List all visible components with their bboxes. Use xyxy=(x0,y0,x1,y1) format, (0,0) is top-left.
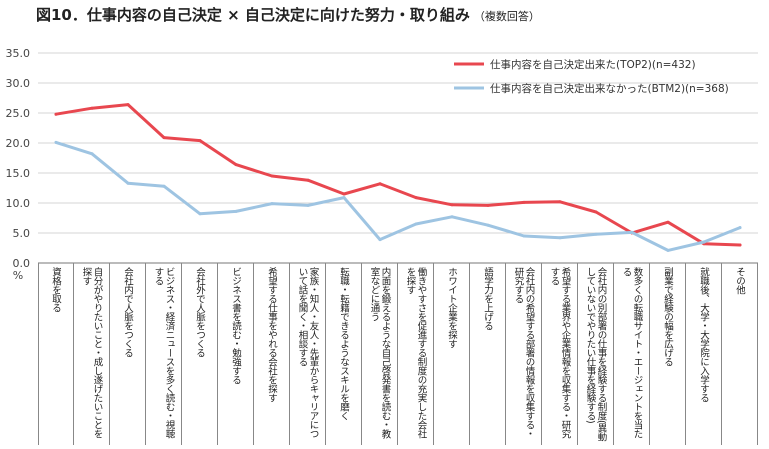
series-2-point xyxy=(522,234,526,238)
category-label: 会社内の希望する部署の情報を収集する・研究する xyxy=(512,267,535,438)
category-cell: 会社外で人脈をつくる xyxy=(182,263,218,445)
category-cell: ビジネス書を読む・勉強する xyxy=(218,263,254,445)
category-cell: その他 xyxy=(722,263,758,445)
category-cell: 転職・転籍できるようなスキルを磨く xyxy=(326,263,362,445)
series-2-point xyxy=(594,232,598,236)
series-1-point xyxy=(414,196,418,200)
series-2-point xyxy=(90,152,94,156)
chart-title-note: （複数回答） xyxy=(473,10,540,23)
category-label: 転職・転籍できるようなスキルを磨く xyxy=(338,267,349,420)
y-tick-label: 5.0 xyxy=(13,227,31,240)
series-2-point xyxy=(738,226,742,230)
category-cell-divider xyxy=(38,263,39,445)
series-2-point xyxy=(198,212,202,216)
category-label: ビジネス書を読む・勉強する xyxy=(230,267,241,384)
y-tick-label: 35.0 xyxy=(6,47,31,60)
category-label: その他 xyxy=(734,267,745,294)
series-1-point xyxy=(234,163,238,167)
y-tick-label: 20.0 xyxy=(6,137,31,150)
category-label: ビジネス・経済ニュースを多く読む・視聴する xyxy=(152,267,175,438)
series-1-point xyxy=(558,200,562,204)
series-2-point xyxy=(54,140,58,144)
category-cell: 就職後、大学・大学院に入学する xyxy=(686,263,722,445)
category-cell: 自分がやりたいこと・成し遂げたいことを探す xyxy=(74,263,110,445)
series-2-point xyxy=(342,196,346,200)
series-2-point xyxy=(450,215,454,219)
y-tick-label: 25.0 xyxy=(6,107,31,120)
series-1-point xyxy=(90,106,94,110)
series-2-point xyxy=(306,203,310,207)
category-cell: 会社内の別部署の仕事を経験する制度(異動していないでやりたい仕事を経験する) xyxy=(578,263,614,445)
category-cell: 語学力を上げる xyxy=(470,263,506,445)
series-1-point xyxy=(162,136,166,140)
series-1-point xyxy=(198,139,202,143)
category-label: 希望する業界や企業情報を収集する・研究する xyxy=(548,267,571,438)
y-tick-label: 10.0 xyxy=(6,197,31,210)
category-label: 資格を取る xyxy=(50,267,61,312)
category-cell: 働きやすさを促進する制度の充実した会社を探す xyxy=(398,263,434,445)
category-label: 家族・知人・友人・先輩からキャリアについて話を聞く・相談する xyxy=(296,267,319,438)
series-1-point xyxy=(306,178,310,182)
series-2-point xyxy=(486,223,490,227)
series-2-point xyxy=(702,240,706,244)
series-2-point xyxy=(414,222,418,226)
legend-label-2: 仕事内容を自己決定出来なかった(BTM2)(n=368) xyxy=(490,82,729,95)
category-label: 副業で経験の幅を広げる xyxy=(662,267,673,366)
series-line-1 xyxy=(54,103,742,247)
series-2-point xyxy=(126,181,130,185)
series-1-point xyxy=(594,210,598,214)
series-1-point xyxy=(126,103,130,107)
category-cell: 会社内の希望する部署の情報を収集する・研究する xyxy=(506,263,542,445)
series-1-point xyxy=(378,182,382,186)
category-label: 語学力を上げる xyxy=(482,267,493,330)
series-1-point xyxy=(54,112,58,116)
series-1-point xyxy=(450,203,454,207)
category-label: 会社外で人脈をつくる xyxy=(194,267,205,357)
series-1-point xyxy=(270,174,274,178)
y-tick-label: 30.0 xyxy=(6,77,31,90)
y-axis-unit-label: % xyxy=(13,269,23,282)
y-tick-label: 15.0 xyxy=(6,167,31,180)
category-label: 内面を鍛えるような自己啓発書を読む・教室などに通う xyxy=(368,267,391,438)
series-2-point xyxy=(162,184,166,188)
category-label: 会社内の別部署の仕事を経験する制度(異動していないでやりたい仕事を経験する) xyxy=(584,267,607,442)
series-1-point xyxy=(522,200,526,204)
chart-title-main: 図10．仕事内容の自己決定 × 自己決定に向けた努力・取り組み xyxy=(36,6,470,24)
series-2-point xyxy=(378,238,382,242)
category-cell: 内面を鍛えるような自己啓発書を読む・教室などに通う xyxy=(362,263,398,445)
y-tick-label: 0.0 xyxy=(13,257,31,270)
series-1-point xyxy=(666,220,670,224)
category-label: 数多くの転職サイト・エージェントを当たる xyxy=(620,267,643,438)
series-2-point xyxy=(630,230,634,234)
category-label: 希望する仕事をやれる会社を探す xyxy=(266,267,277,402)
category-label: 会社内で人脈をつくる xyxy=(122,267,133,357)
category-label: 働きやすさを促進する制度の充実した会社を探す xyxy=(404,267,427,438)
series-1-point xyxy=(738,243,742,247)
category-cell: 資格を取る xyxy=(38,263,74,445)
category-cell: 希望する仕事をやれる会社を探す xyxy=(254,263,290,445)
category-cell: 会社内で人脈をつくる xyxy=(110,263,146,445)
series-2-point xyxy=(558,236,562,240)
series-line-2 xyxy=(54,140,742,252)
category-cell: ビジネス・経済ニュースを多く読む・視聴する xyxy=(146,263,182,445)
category-label: 就職後、大学・大学院に入学する xyxy=(698,267,709,402)
category-cell: 家族・知人・友人・先輩からキャリアについて話を聞く・相談する xyxy=(290,263,326,445)
series-2-point xyxy=(234,209,238,213)
category-cell: 副業で経験の幅を広げる xyxy=(650,263,686,445)
series-1-point xyxy=(486,203,490,207)
category-label: 自分がやりたいこと・成し遂げたいことを探す xyxy=(80,267,103,438)
category-cell: 数多くの転職サイト・エージェントを当たる xyxy=(614,263,650,445)
legend-label-1: 仕事内容を自己決定出来た(TOP2)(n=432) xyxy=(490,58,696,71)
category-label: ホワイト企業を探す xyxy=(446,267,457,348)
series-2-point xyxy=(666,248,670,252)
category-cell: ホワイト企業を探す xyxy=(434,263,470,445)
series-2-point xyxy=(270,202,274,206)
chart-title: 図10．仕事内容の自己決定 × 自己決定に向けた努力・取り組み （複数回答） xyxy=(36,4,540,25)
category-cell: 希望する業界や企業情報を収集する・研究する xyxy=(542,263,578,445)
series-1-point xyxy=(342,192,346,196)
